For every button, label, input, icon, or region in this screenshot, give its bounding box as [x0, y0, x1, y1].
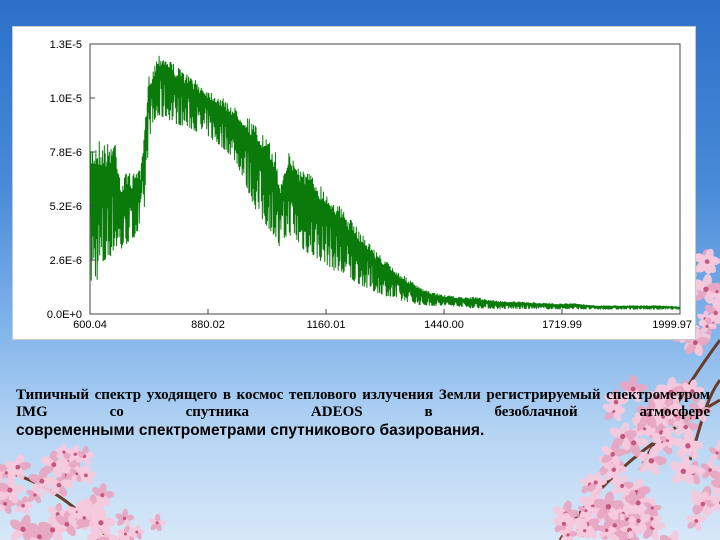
blossom-flower	[148, 513, 167, 532]
blossom-flower	[659, 530, 679, 540]
blossom-flower	[575, 521, 594, 540]
caption-line-2: современными спектрометрами спутникового…	[16, 422, 485, 439]
y-tick-label: 2.6E-6	[50, 255, 82, 267]
caption-line-1: Типичный спектр уходящего в космос тепло…	[16, 387, 710, 420]
blossom-flower	[593, 491, 624, 521]
blossom-flower	[644, 498, 662, 517]
blossom-flower	[69, 465, 85, 482]
y-tick-label: 1.0E-5	[50, 93, 82, 105]
x-tick-label: 1719.99	[542, 319, 582, 331]
spectrum-series-line	[89, 55, 681, 310]
blossom-flower	[129, 524, 145, 540]
y-tick-label: 7.8E-6	[50, 147, 82, 159]
blossom-flower	[74, 508, 95, 528]
blossom-flower	[559, 525, 578, 540]
blossom-flower	[669, 456, 699, 485]
blossom-flower	[4, 454, 32, 481]
blossom-flower	[682, 379, 705, 403]
blossom-flower	[673, 430, 704, 459]
blossom-flower	[637, 445, 667, 476]
blossom-flower	[636, 400, 663, 429]
blossom-flower	[604, 389, 629, 415]
blossom-flower	[691, 491, 716, 516]
blossom-flower	[710, 491, 720, 513]
blossom-flower	[9, 514, 38, 540]
blossom-flower	[0, 464, 8, 481]
x-tick-label: 1999.97	[652, 319, 692, 331]
x-tick-label: 1160.01	[307, 319, 346, 331]
chart-panel: 1.3E-5 1.0E-5 7.8E-6 5.2E-6 2.6E-6 0.0E+0 600.…	[12, 26, 696, 340]
blossom-flower	[41, 450, 68, 478]
blossom-flower	[86, 529, 110, 540]
series-layer	[89, 55, 681, 310]
blossom-flower	[700, 459, 720, 480]
blossom-flower	[659, 432, 676, 449]
caption: Типичный спектр уходящего в космос тепло…	[16, 387, 710, 440]
x-tick-label: 600.04	[73, 319, 107, 331]
blossom-flower	[695, 248, 720, 274]
x-tick-label: 880.02	[191, 319, 225, 331]
blossom-flower	[698, 317, 717, 336]
blossom-flower	[619, 374, 648, 403]
blossom-flower	[55, 443, 73, 460]
y-tick-label: 0.0E+0	[47, 309, 82, 321]
blossom-flower	[624, 489, 653, 517]
blossom-flower	[117, 525, 135, 540]
blossom-flower	[609, 422, 638, 451]
blossom-flower	[709, 444, 720, 461]
y-tick-label: 5.2E-6	[50, 201, 82, 213]
tick-layer: 1.3E-5 1.0E-5 7.8E-6 5.2E-6 2.6E-6 0.0E+0600.…	[47, 39, 692, 331]
x-tick-label: 1440.00	[424, 319, 464, 331]
blossom-flower	[26, 485, 45, 504]
blossom-flower	[689, 399, 712, 422]
blossom-flower	[708, 282, 720, 301]
y-tick-label: 1.3E-5	[50, 39, 82, 51]
blossom-flower	[611, 474, 634, 497]
blossom-flower	[597, 520, 617, 540]
spectrum-chart: 1.3E-5 1.0E-5 7.8E-6 5.2E-6 2.6E-6 0.0E+0600.…	[47, 39, 692, 331]
blossom-flower	[115, 508, 135, 528]
blossom-flower	[586, 471, 607, 493]
blossom-flower	[686, 510, 707, 532]
blossom-flower	[0, 475, 25, 504]
blossom-flower	[603, 457, 627, 483]
